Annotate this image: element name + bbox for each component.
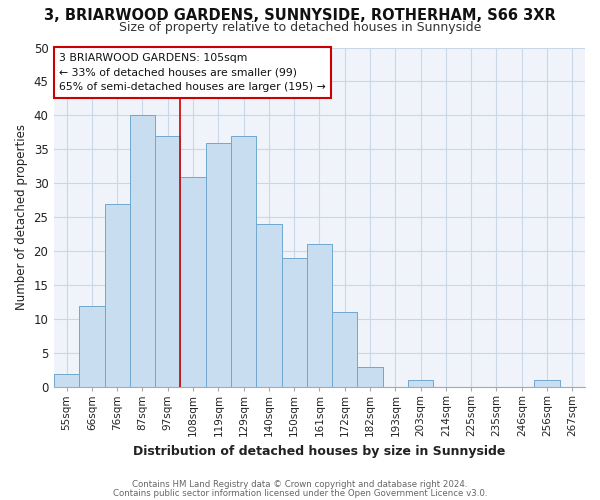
Bar: [130, 116, 155, 387]
Bar: [231, 136, 256, 387]
Bar: [408, 380, 433, 387]
Text: Contains HM Land Registry data © Crown copyright and database right 2024.: Contains HM Land Registry data © Crown c…: [132, 480, 468, 489]
Text: Size of property relative to detached houses in Sunnyside: Size of property relative to detached ho…: [119, 21, 481, 34]
Bar: [181, 176, 206, 387]
Bar: [256, 224, 281, 387]
X-axis label: Distribution of detached houses by size in Sunnyside: Distribution of detached houses by size …: [133, 444, 506, 458]
Bar: [104, 204, 130, 387]
Text: 3 BRIARWOOD GARDENS: 105sqm
← 33% of detached houses are smaller (99)
65% of sem: 3 BRIARWOOD GARDENS: 105sqm ← 33% of det…: [59, 52, 326, 92]
Bar: [535, 380, 560, 387]
Bar: [54, 374, 79, 387]
Bar: [281, 258, 307, 387]
Y-axis label: Number of detached properties: Number of detached properties: [15, 124, 28, 310]
Text: Contains public sector information licensed under the Open Government Licence v3: Contains public sector information licen…: [113, 488, 487, 498]
Bar: [206, 142, 231, 387]
Bar: [332, 312, 358, 387]
Bar: [358, 366, 383, 387]
Text: 3, BRIARWOOD GARDENS, SUNNYSIDE, ROTHERHAM, S66 3XR: 3, BRIARWOOD GARDENS, SUNNYSIDE, ROTHERH…: [44, 8, 556, 22]
Bar: [307, 244, 332, 387]
Bar: [79, 306, 104, 387]
Bar: [155, 136, 181, 387]
